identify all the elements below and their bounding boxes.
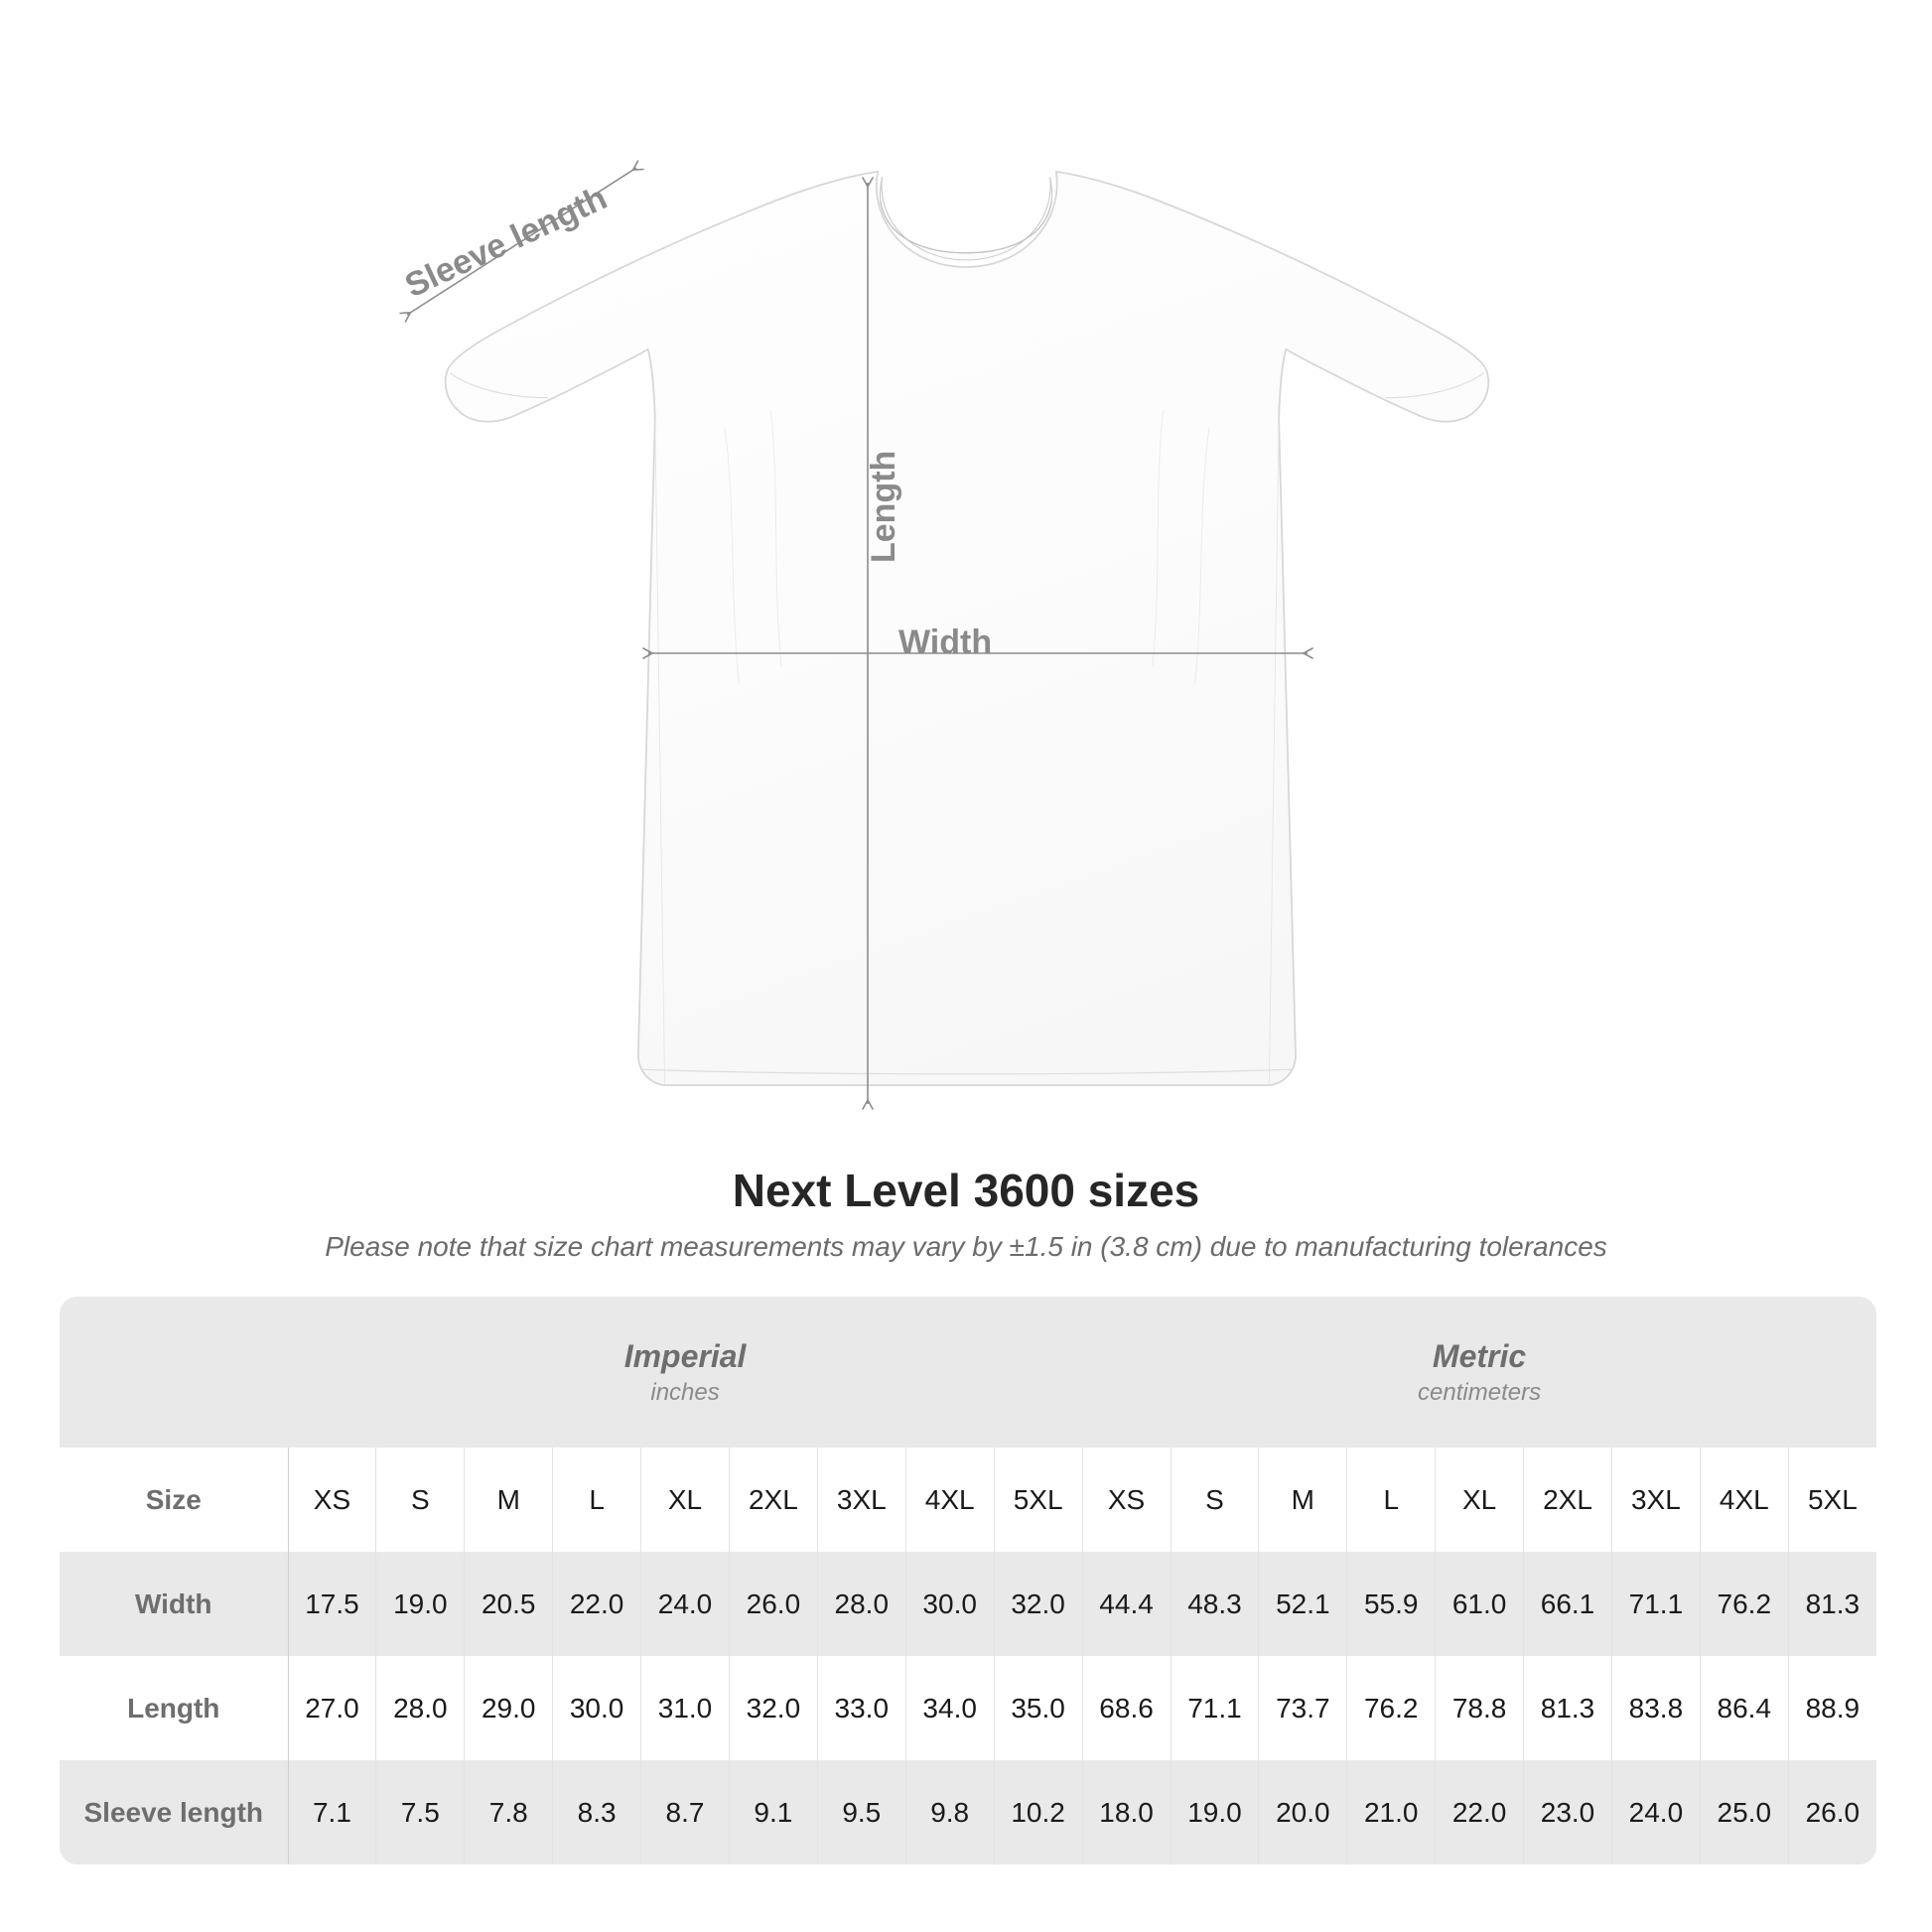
svg-text:Width: Width — [898, 623, 992, 661]
svg-text:Sleeve length: Sleeve length — [399, 179, 613, 305]
svg-text:Length: Length — [865, 451, 902, 563]
